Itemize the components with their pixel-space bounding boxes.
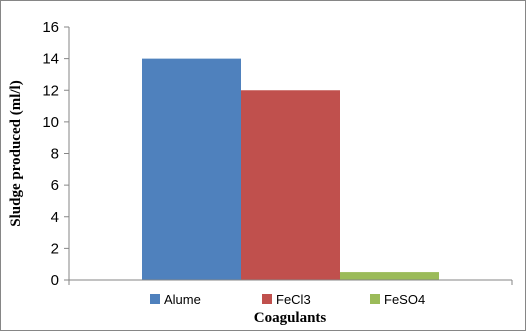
x-axis-title: Coagulants (254, 310, 327, 326)
bars (142, 58, 439, 280)
y-tick-label: 4 (51, 209, 59, 226)
legend-label-fecl3: FeCl3 (276, 292, 311, 307)
y-tick-label: 16 (42, 19, 59, 36)
legend-label-feso4: FeSO4 (384, 292, 425, 307)
legend: Alume FeCl3 FeSO4 (150, 292, 425, 307)
y-tick-label: 8 (51, 146, 59, 163)
y-tick-label: 2 (51, 240, 59, 257)
legend-swatch-feso4 (370, 294, 380, 304)
y-axis-title: Sludge produced (ml/l) (8, 80, 24, 226)
bar-fecl3 (241, 90, 340, 280)
bar-feso4 (340, 272, 439, 280)
y-tick-label: 10 (42, 114, 59, 131)
legend-label-alume: Alume (164, 292, 201, 307)
y-axis-ticks: 0 2 4 6 8 10 12 14 16 (42, 19, 513, 289)
bar-alume (142, 58, 241, 280)
y-tick-label: 0 (51, 272, 59, 289)
legend-swatch-alume (150, 294, 160, 304)
y-tick-label: 14 (42, 51, 59, 68)
y-tick-label: 12 (42, 82, 59, 99)
y-tick-label: 6 (51, 177, 59, 194)
legend-swatch-fecl3 (262, 294, 272, 304)
